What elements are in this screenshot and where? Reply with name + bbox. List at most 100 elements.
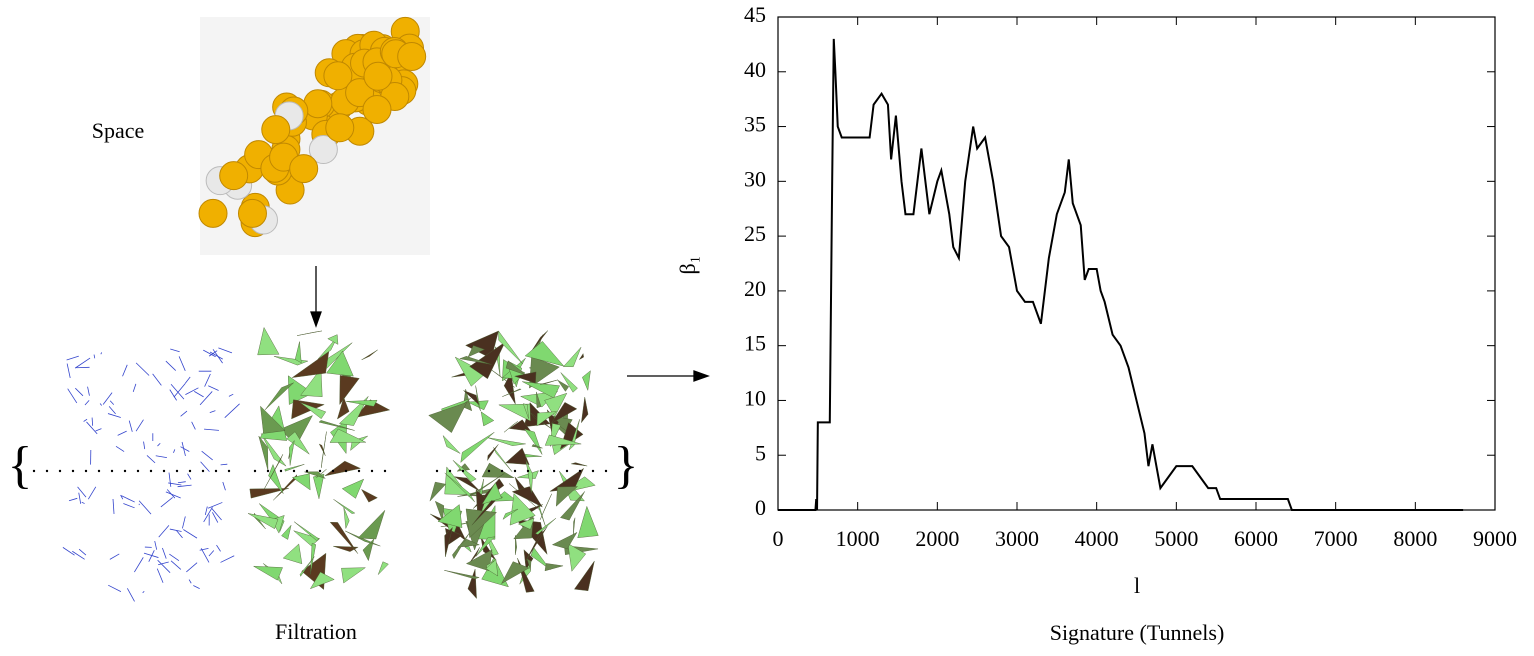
dot bbox=[33, 470, 35, 472]
bond bbox=[88, 487, 95, 499]
bond bbox=[216, 545, 220, 551]
dot bbox=[384, 470, 386, 472]
atom bbox=[398, 42, 426, 70]
bond bbox=[166, 492, 181, 498]
dot bbox=[319, 470, 321, 472]
dot bbox=[501, 470, 503, 472]
y-tick-label: 0 bbox=[755, 495, 766, 520]
bond bbox=[178, 485, 192, 487]
bond bbox=[221, 464, 228, 465]
dot bbox=[306, 470, 308, 472]
bond bbox=[205, 374, 211, 387]
bond bbox=[108, 585, 121, 591]
facet bbox=[362, 350, 378, 360]
x-tick-label: 5000 bbox=[1154, 526, 1198, 551]
bond bbox=[181, 411, 187, 416]
x-tick-label: 1000 bbox=[836, 526, 880, 551]
y-tick-label: 25 bbox=[744, 221, 766, 246]
facet bbox=[258, 327, 279, 354]
arrow-head bbox=[694, 371, 708, 381]
bond bbox=[159, 525, 169, 537]
bond bbox=[82, 502, 85, 503]
dot bbox=[358, 470, 360, 472]
bond bbox=[67, 356, 79, 360]
dot bbox=[228, 470, 230, 472]
bond bbox=[68, 389, 77, 403]
bond bbox=[100, 403, 102, 405]
atom bbox=[290, 155, 318, 183]
bond bbox=[225, 404, 240, 418]
facet bbox=[482, 463, 514, 478]
bond bbox=[183, 530, 197, 539]
bond bbox=[110, 401, 114, 405]
bond bbox=[185, 377, 190, 383]
bond bbox=[92, 418, 93, 426]
bond bbox=[129, 421, 132, 432]
bond bbox=[123, 503, 134, 507]
bond bbox=[218, 348, 232, 353]
dot bbox=[332, 470, 334, 472]
facet bbox=[571, 463, 587, 466]
dot bbox=[540, 470, 542, 472]
dot bbox=[462, 470, 464, 472]
bond bbox=[162, 548, 166, 559]
bond bbox=[88, 387, 90, 396]
facet bbox=[297, 331, 322, 336]
brace-close: } bbox=[614, 437, 639, 494]
dot bbox=[124, 470, 126, 472]
dot bbox=[163, 470, 165, 472]
dot bbox=[176, 470, 178, 472]
dot bbox=[150, 470, 152, 472]
dot bbox=[85, 470, 87, 472]
bond bbox=[78, 487, 86, 497]
facet bbox=[540, 380, 558, 384]
bond bbox=[153, 374, 162, 385]
bond bbox=[96, 429, 102, 431]
bond bbox=[182, 516, 185, 528]
bond bbox=[185, 388, 198, 395]
bond bbox=[121, 496, 134, 502]
space-label: Space bbox=[92, 118, 145, 143]
bond bbox=[113, 499, 114, 514]
facet bbox=[573, 518, 575, 535]
bond bbox=[201, 462, 210, 472]
bond bbox=[202, 451, 213, 460]
facet bbox=[525, 429, 543, 454]
y-tick-label: 40 bbox=[744, 57, 766, 82]
bond bbox=[169, 554, 179, 561]
bond bbox=[188, 474, 191, 480]
bond bbox=[210, 411, 216, 413]
y-axis-label: β₁ bbox=[675, 256, 700, 275]
dot bbox=[59, 470, 61, 472]
facet bbox=[282, 525, 292, 539]
facet bbox=[295, 342, 301, 363]
dot bbox=[605, 470, 607, 472]
bond bbox=[157, 443, 160, 446]
facet bbox=[274, 356, 308, 365]
facet bbox=[358, 510, 385, 539]
filtration-label: Filtration bbox=[275, 619, 357, 644]
bond bbox=[85, 400, 89, 405]
bond bbox=[194, 391, 203, 396]
dot bbox=[579, 470, 581, 472]
bond bbox=[161, 497, 173, 507]
facet bbox=[563, 347, 581, 367]
dot bbox=[371, 470, 373, 472]
bond bbox=[170, 529, 182, 531]
facet bbox=[574, 561, 594, 591]
arrow-head bbox=[311, 312, 321, 326]
x-axis-label: l bbox=[1134, 573, 1140, 598]
dot bbox=[98, 470, 100, 472]
atom bbox=[238, 199, 266, 227]
bond bbox=[209, 551, 214, 556]
y-tick-label: 20 bbox=[744, 276, 766, 301]
facet bbox=[581, 397, 588, 423]
facet bbox=[443, 435, 460, 453]
bond bbox=[79, 493, 81, 504]
bond bbox=[200, 391, 212, 404]
bond bbox=[157, 569, 163, 583]
bond bbox=[103, 393, 112, 405]
dot bbox=[293, 470, 295, 472]
data-line bbox=[778, 39, 1463, 510]
facet bbox=[361, 489, 377, 502]
